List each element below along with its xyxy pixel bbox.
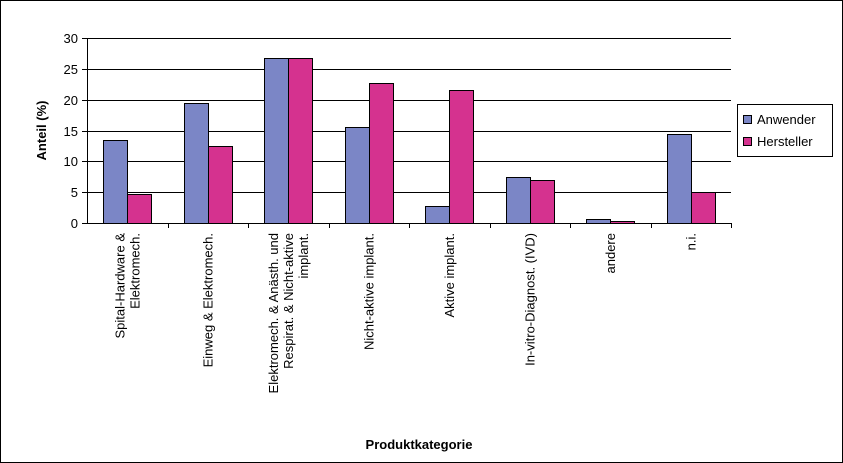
category-label: Spital-Hardware & Elektromech. (112, 233, 142, 339)
legend-swatch (743, 115, 752, 124)
y-tick-label: 15 (64, 124, 78, 139)
y-tick-label: 30 (64, 31, 78, 46)
y-tick-label: 10 (64, 154, 78, 169)
x-category-labels: Spital-Hardware & Elektromech. Einweg & El… (112, 233, 698, 394)
category-label-line: In-vitro-Diagnost. (IVD) (522, 233, 537, 366)
y-tick-label: 0 (71, 216, 78, 231)
legend-label: Hersteller (757, 134, 813, 149)
axes (82, 38, 732, 228)
category-label: Aktive implant. (442, 233, 457, 318)
bar-hersteller (208, 146, 233, 224)
category-label: n.i. (683, 233, 698, 250)
bar-hersteller (691, 192, 716, 224)
bar-hersteller (449, 90, 474, 224)
bar-anwender (184, 103, 209, 224)
y-tick-labels: 0 5 10 15 20 25 30 (64, 31, 78, 231)
legend-box (737, 104, 833, 157)
bar-anwender (103, 140, 128, 224)
category-label-line: Elektromech. & Anästh. und (266, 233, 281, 393)
bar-anwender (345, 127, 370, 224)
category-label-line: Aktive implant. (442, 233, 457, 318)
x-axis-title: Produktkategorie (366, 437, 473, 452)
category-label: andere (603, 233, 618, 273)
category-label-line: Nicht-aktive implant. (361, 233, 376, 350)
bar-hersteller (369, 83, 394, 224)
legend-label: Anwender (757, 112, 816, 127)
category-label: Elektromech. & Anästh. und Respirat. & Ni… (266, 233, 311, 393)
bar-anwender (586, 219, 611, 224)
legend: Anwender Hersteller (737, 104, 833, 157)
y-tick-label: 25 (64, 62, 78, 77)
bar-anwender (425, 206, 450, 224)
bars (103, 58, 716, 224)
category-label-line: Elektromech. (127, 233, 142, 309)
bar-anwender (264, 58, 289, 224)
y-axis-title: Anteil (%) (34, 101, 49, 161)
y-tick-label: 20 (64, 93, 78, 108)
category-label: Einweg & Elektromech. (200, 233, 215, 367)
y-tick-label: 5 (71, 185, 78, 200)
category-label-line: Einweg & Elektromech. (200, 233, 215, 367)
category-label-line: n.i. (683, 233, 698, 250)
bar-hersteller (530, 180, 555, 224)
bar-hersteller (288, 58, 313, 224)
category-label-line: andere (603, 233, 618, 273)
category-label: In-vitro-Diagnost. (IVD) (522, 233, 537, 366)
bar-hersteller (127, 194, 152, 224)
category-label: Nicht-aktive implant. (361, 233, 376, 350)
legend-swatch (743, 137, 752, 146)
category-label-line: Respirat. & Nicht-aktive (281, 233, 296, 369)
bar-anwender (506, 177, 531, 224)
category-label-line: implant. (296, 233, 311, 279)
bar-anwender (667, 134, 692, 224)
category-label-line: Spital-Hardware & (112, 233, 127, 339)
